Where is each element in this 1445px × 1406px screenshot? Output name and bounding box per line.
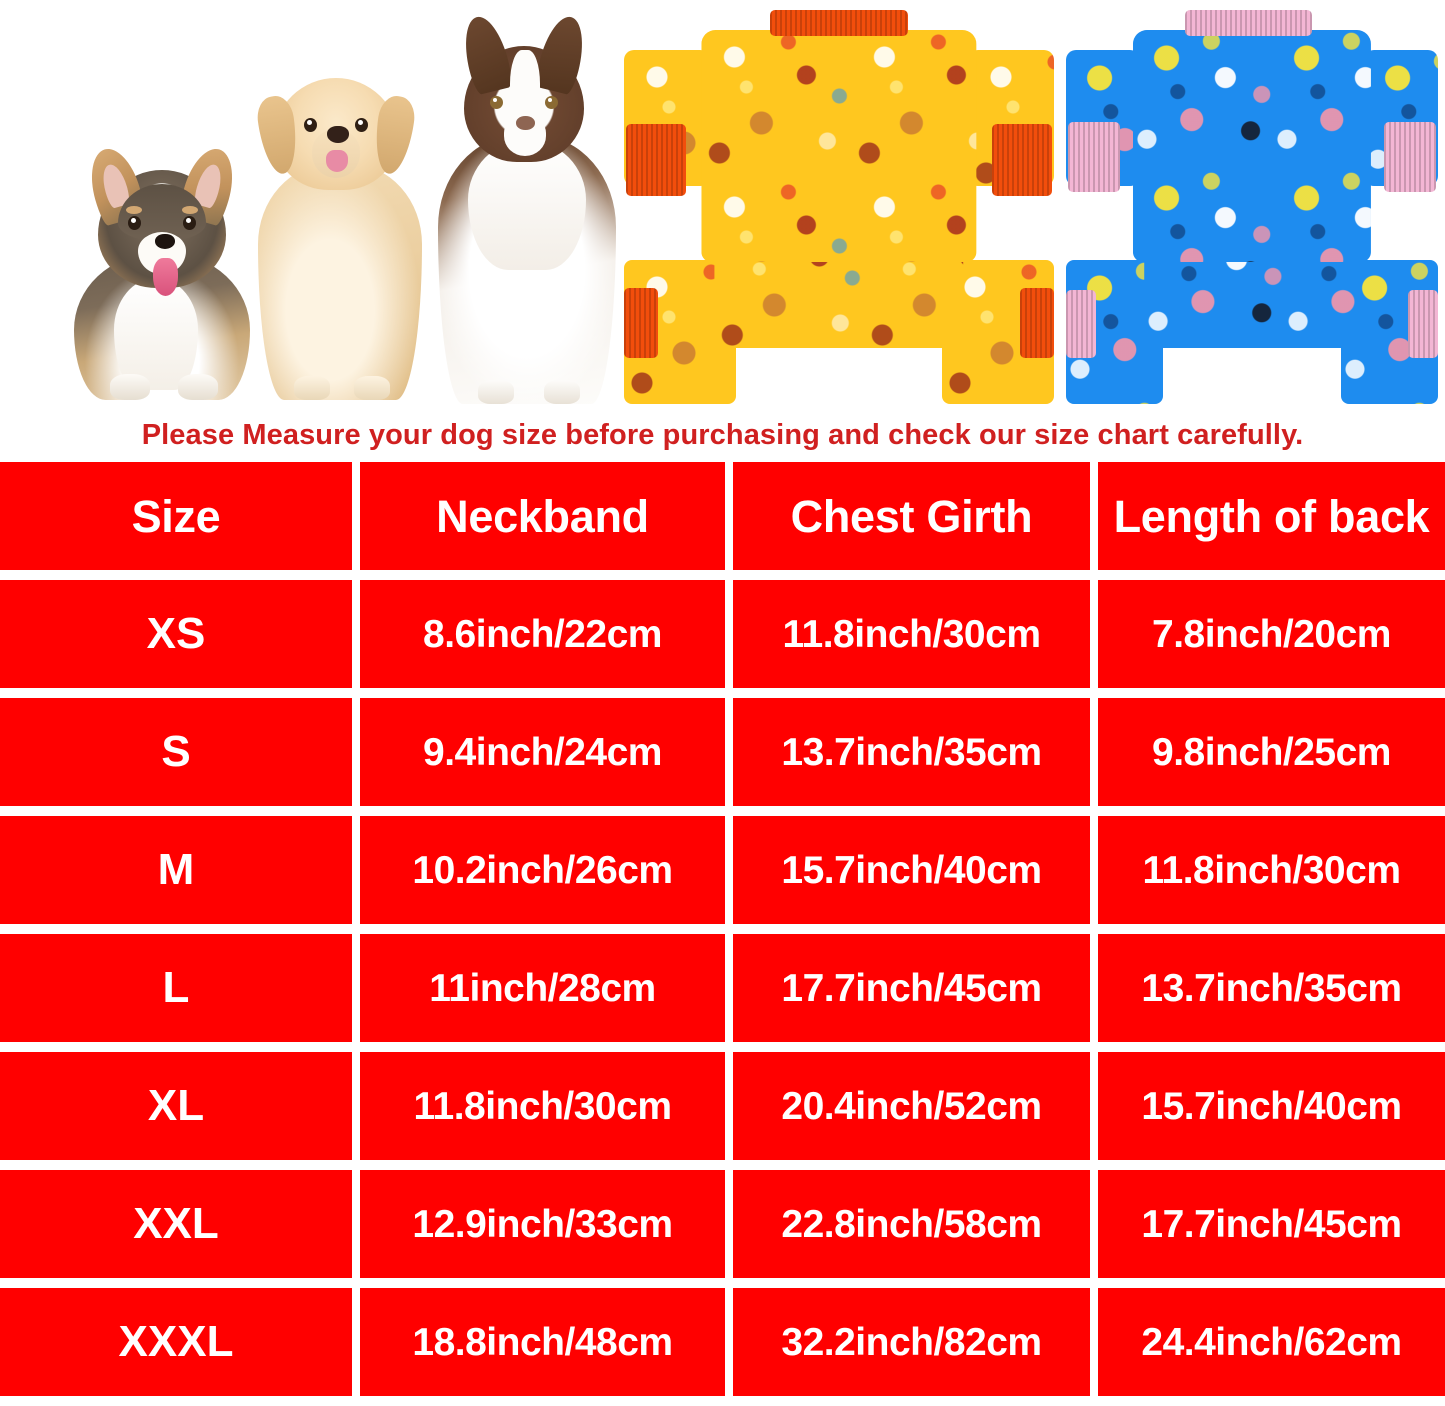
cell-length-of-back: 17.7inch/45cm [1098, 1170, 1445, 1278]
golden-tongue [326, 150, 348, 172]
collie-eye-right [545, 96, 558, 109]
cell-neckband: 18.8inch/48cm [360, 1288, 725, 1396]
cell-neckband: 12.9inch/33cm [360, 1170, 725, 1278]
golden-ear-right [370, 93, 418, 177]
corgi-eye-left [128, 216, 141, 230]
collie-head [457, 12, 591, 162]
cell-neckband: 11inch/28cm [360, 934, 725, 1042]
yellow-sleeve-cuff-left [626, 124, 686, 196]
measure-instruction-caption: Please Measure your dog size before purc… [141, 418, 1304, 451]
cell-size: XL [0, 1052, 352, 1160]
collie-paw-left [478, 380, 514, 404]
header-length-of-back: Length of back [1098, 462, 1445, 570]
table-row: XS 8.6inch/22cm 11.8inch/30cm 7.8inch/20… [0, 580, 1445, 688]
corgi-eye-right [183, 216, 196, 230]
collie-eye-left [490, 96, 503, 109]
cell-chest-girth: 11.8inch/30cm [733, 580, 1090, 688]
border-collie-puppy-photo [434, 10, 620, 404]
cell-size: XS [0, 580, 352, 688]
cell-chest-girth: 22.8inch/58cm [733, 1170, 1090, 1278]
table-row: L 11inch/28cm 17.7inch/45cm 13.7inch/35c… [0, 934, 1445, 1042]
cell-chest-girth: 20.4inch/52cm [733, 1052, 1090, 1160]
cell-length-of-back: 7.8inch/20cm [1098, 580, 1445, 688]
yellow-pajama-shape [624, 4, 1054, 404]
yellow-collar-cuff [770, 10, 908, 36]
collie-ear-left [457, 12, 515, 96]
blue-leg-cuff-left [1066, 290, 1096, 358]
cell-size: M [0, 816, 352, 924]
cell-size: L [0, 934, 352, 1042]
blue-sleeve-cuff-right [1384, 122, 1436, 192]
blue-leg-cuff-right [1408, 290, 1438, 358]
cell-length-of-back: 15.7inch/40cm [1098, 1052, 1445, 1160]
cell-length-of-back: 9.8inch/25cm [1098, 698, 1445, 806]
golden-retriever-puppy-photo [252, 68, 428, 400]
golden-ear-left [254, 93, 302, 177]
golden-paw-right [354, 376, 390, 400]
cell-size: S [0, 698, 352, 806]
golden-eye-left [304, 118, 317, 132]
blue-dog-pajama-photo [1066, 4, 1438, 404]
cell-neckband: 11.8inch/30cm [360, 1052, 725, 1160]
cell-chest-girth: 15.7inch/40cm [733, 816, 1090, 924]
golden-body [258, 164, 422, 400]
blue-collar-cuff [1185, 10, 1312, 36]
collie-paw-right [544, 380, 580, 404]
header-size: Size [0, 462, 352, 570]
golden-eye-right [355, 118, 368, 132]
blue-torso [1132, 30, 1372, 262]
size-chart-table: Size Neckband Chest Girth Length of back… [0, 462, 1445, 1396]
yellow-torso [701, 30, 977, 262]
corgi-paw-left [110, 374, 150, 400]
corgi-puppy-photo [62, 143, 262, 400]
table-row: S 9.4inch/24cm 13.7inch/35cm 9.8inch/25c… [0, 698, 1445, 806]
corgi-paw-right [178, 374, 218, 400]
table-row: XXL 12.9inch/33cm 22.8inch/58cm 17.7inch… [0, 1170, 1445, 1278]
table-row: XL 11.8inch/30cm 20.4inch/52cm 15.7inch/… [0, 1052, 1445, 1160]
cell-neckband: 9.4inch/24cm [360, 698, 725, 806]
golden-nose [327, 126, 349, 143]
cell-chest-girth: 17.7inch/45cm [733, 934, 1090, 1042]
cell-neckband: 8.6inch/22cm [360, 580, 725, 688]
corgi-nose [155, 234, 175, 249]
corgi-tongue [153, 258, 178, 296]
cell-length-of-back: 13.7inch/35cm [1098, 934, 1445, 1042]
blue-sleeve-cuff-left [1068, 122, 1120, 192]
yellow-sleeve-cuff-right [992, 124, 1052, 196]
yellow-leg-cuff-right [1020, 288, 1054, 358]
collie-nose [516, 116, 535, 130]
product-photo-strip [0, 0, 1445, 410]
yellow-dog-pajama-photo [624, 4, 1054, 404]
table-row: XXXL 18.8inch/48cm 32.2inch/82cm 24.4inc… [0, 1288, 1445, 1396]
header-neckband: Neckband [360, 462, 725, 570]
cell-neckband: 10.2inch/26cm [360, 816, 725, 924]
header-chest-girth: Chest Girth [733, 462, 1090, 570]
corgi-brow-right [182, 206, 198, 214]
table-header-row: Size Neckband Chest Girth Length of back [0, 462, 1445, 570]
corgi-brow-left [126, 206, 142, 214]
corgi-head [82, 143, 242, 296]
table-row: M 10.2inch/26cm 15.7inch/40cm 11.8inch/3… [0, 816, 1445, 924]
blue-pajama-shape [1066, 4, 1438, 404]
collie-ear-right [533, 12, 591, 96]
yellow-leg-cuff-left [624, 288, 658, 358]
cell-length-of-back: 11.8inch/30cm [1098, 816, 1445, 924]
corgi-chest [114, 278, 198, 390]
cell-chest-girth: 32.2inch/82cm [733, 1288, 1090, 1396]
cell-size: XXL [0, 1170, 352, 1278]
golden-paw-left [294, 376, 330, 400]
golden-head [254, 78, 418, 190]
cell-chest-girth: 13.7inch/35cm [733, 698, 1090, 806]
cell-length-of-back: 24.4inch/62cm [1098, 1288, 1445, 1396]
cell-size: XXXL [0, 1288, 352, 1396]
